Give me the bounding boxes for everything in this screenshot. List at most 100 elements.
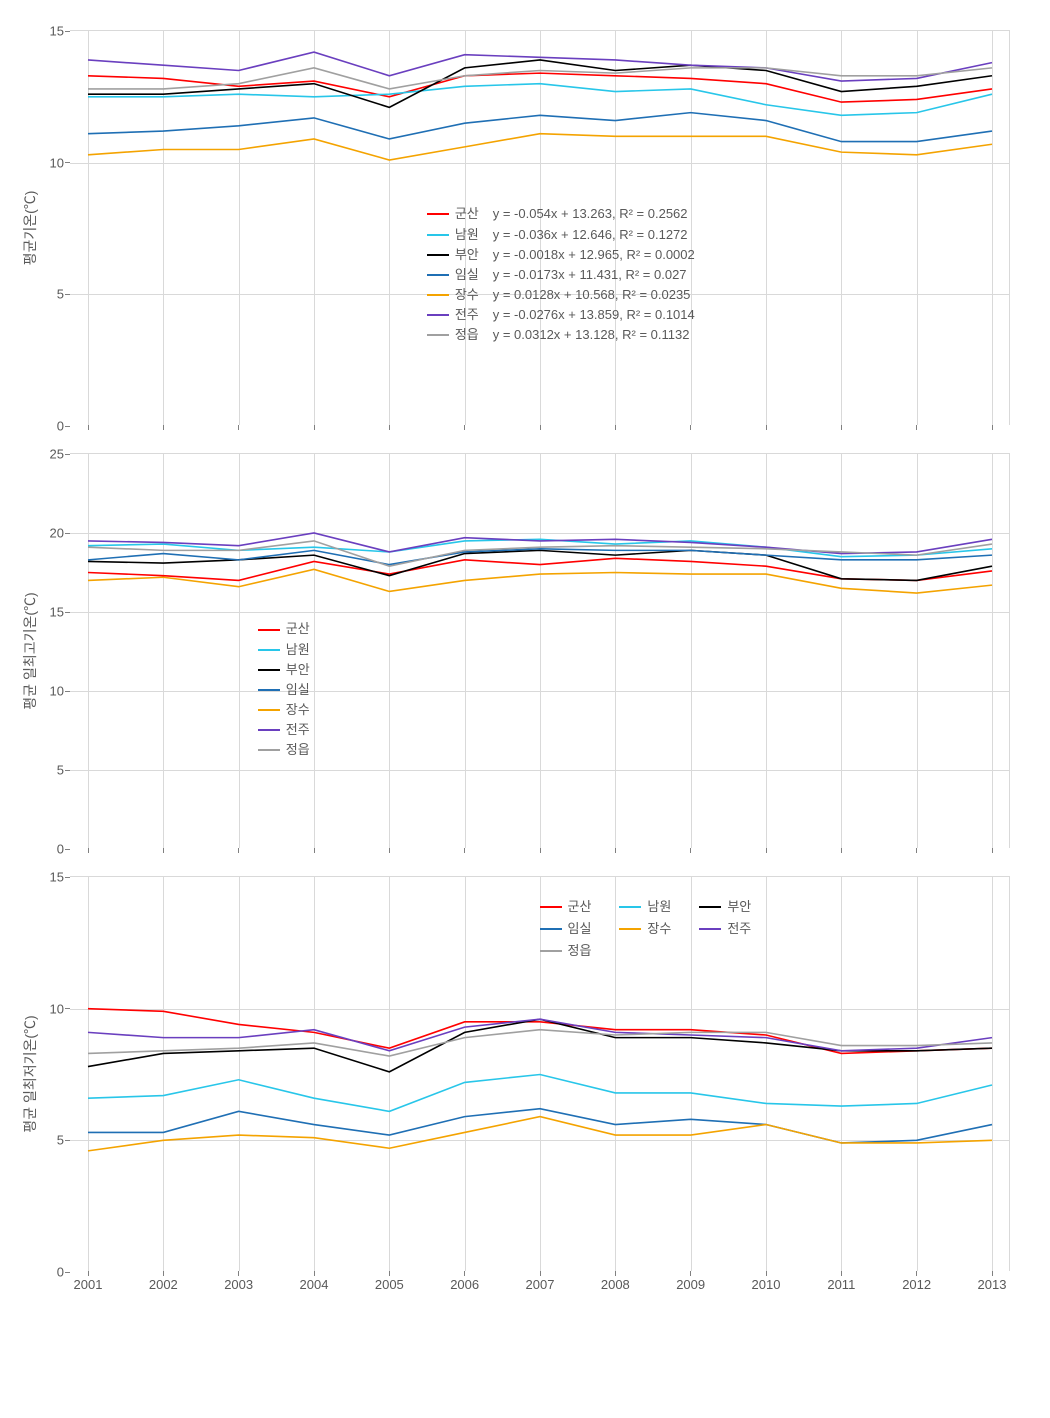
legend-swatch: [619, 906, 641, 908]
legend-label: 장수: [647, 919, 671, 939]
x-tick-label: 2008: [601, 1277, 630, 1292]
y-axis-label: 평균 일최저기온(℃): [20, 1015, 40, 1132]
series-line-jangsu: [88, 569, 992, 593]
legend-label: 남원: [455, 225, 479, 245]
legend-swatch: [258, 629, 280, 631]
y-tick-label: 25: [50, 447, 64, 462]
series-line-gunsan: [88, 1009, 992, 1054]
legend-label: 전주: [286, 720, 310, 740]
legend-item-jeonju: 전주: [699, 919, 751, 939]
legend-item-imsil: 임실: [258, 680, 310, 700]
legend-swatch: [619, 928, 641, 930]
plot-area: 0510152025군산남원부안임실장수전주정읍: [70, 453, 1010, 848]
legend-item-namwon: 남원 y = -0.036x + 12.646, R² = 0.1272: [427, 225, 695, 245]
y-tick-label: 15: [50, 870, 64, 885]
legend-item-jangsu: 장수: [258, 700, 310, 720]
legend-label: 정읍: [455, 325, 479, 345]
legend-swatch: [427, 254, 449, 256]
series-line-jangsu: [88, 134, 992, 160]
legend-swatch: [427, 213, 449, 215]
legend-label: 임실: [286, 680, 310, 700]
legend-item-gunsan: 군산: [540, 897, 592, 917]
series-line-namwon: [88, 1075, 992, 1112]
x-tick-label: 2009: [676, 1277, 705, 1292]
y-tick-label: 10: [50, 1001, 64, 1016]
y-tick-label: 5: [57, 763, 64, 778]
legend-label: 군산: [286, 619, 310, 639]
chart-avg-temp: 평균기온(℃)051015군산y = -0.054x + 13.263, R² …: [70, 30, 1010, 425]
legend-swatch: [258, 749, 280, 751]
legend-label: 남원: [286, 640, 310, 660]
x-tick-label: 2013: [978, 1277, 1007, 1292]
legend-label: 정읍: [286, 740, 310, 760]
plot-area: 051015군산y = -0.054x + 13.263, R² = 0.256…: [70, 30, 1010, 425]
legend-equation: y = -0.0173x + 11.431, R² = 0.027: [493, 265, 687, 285]
y-tick-label: 5: [57, 287, 64, 302]
legend-label: 부안: [727, 897, 751, 917]
y-axis-label: 평균기온(℃): [20, 190, 40, 265]
x-tick-label: 2001: [74, 1277, 103, 1292]
legend-item-gunsan: 군산: [258, 619, 310, 639]
x-tick-label: 2002: [149, 1277, 178, 1292]
series-line-jeongeup: [88, 68, 992, 89]
series-line-imsil: [88, 1109, 992, 1143]
x-tick-label: 2007: [526, 1277, 555, 1292]
legend-swatch: [699, 906, 721, 908]
y-tick-label: 15: [50, 605, 64, 620]
series-line-imsil: [88, 113, 992, 142]
series-line-namwon: [88, 84, 992, 116]
legend-equation: y = 0.0128x + 10.568, R² = 0.0235: [493, 285, 691, 305]
x-tick-label: 2003: [224, 1277, 253, 1292]
y-tick-label: 10: [50, 155, 64, 170]
legend-swatch: [258, 709, 280, 711]
legend: 군산 남원 부안임실 장수 전주정읍: [540, 897, 752, 961]
legend-label: 군산: [568, 897, 592, 917]
legend-swatch: [540, 928, 562, 930]
y-axis-label: 평균 일최고기온(℃): [20, 592, 40, 709]
legend-item-imsil: 임실: [540, 919, 592, 939]
legend-item-buan: 부안y = -0.0018x + 12.965, R² = 0.0002: [427, 245, 695, 265]
legend-swatch: [427, 234, 449, 236]
legend-item-namwon: 남원: [619, 897, 671, 917]
series-line-jeonju: [88, 52, 992, 81]
legend-swatch: [699, 928, 721, 930]
y-tick-label: 5: [57, 1133, 64, 1148]
charts-container: 평균기온(℃)051015군산y = -0.054x + 13.263, R² …: [20, 20, 1030, 1301]
legend-equation: y = -0.0276x + 13.859, R² = 0.1014: [493, 305, 695, 325]
x-tick-label: 2004: [300, 1277, 329, 1292]
legend-item-imsil: 임실y = -0.0173x + 11.431, R² = 0.027: [427, 265, 695, 285]
legend-label: 남원: [647, 897, 671, 917]
legend-item-jeonju: 전주: [258, 720, 310, 740]
x-tick-label: 2011: [827, 1277, 855, 1292]
legend-item-jeongeup: 정읍: [258, 740, 310, 760]
y-tick-label: 15: [50, 24, 64, 39]
legend-swatch: [427, 314, 449, 316]
series-line-jangsu: [88, 1117, 992, 1151]
legend-label: 전주: [727, 919, 751, 939]
legend-item-buan: 부안: [258, 660, 310, 680]
series-line-gunsan: [88, 558, 992, 580]
y-tick-label: 0: [57, 419, 64, 434]
legend-label: 전주: [455, 305, 479, 325]
x-tick-label: 2012: [902, 1277, 931, 1292]
legend-item-jangsu: 장수: [619, 919, 671, 939]
legend-item-namwon: 남원: [258, 640, 310, 660]
legend-item-jeongeup: 정읍 y = 0.0312x + 13.128, R² = 0.1132: [427, 325, 695, 345]
legend-label: 군산: [455, 204, 479, 224]
legend-swatch: [540, 906, 562, 908]
legend-equation: y = 0.0312x + 13.128, R² = 0.1132: [493, 325, 690, 345]
legend-swatch: [540, 950, 562, 952]
legend-label: 임실: [568, 919, 592, 939]
legend-equation: y = -0.036x + 12.646, R² = 0.1272: [493, 225, 688, 245]
plot-area: 0510152001200220032004200520062007200820…: [70, 876, 1010, 1271]
x-tick-label: 2006: [450, 1277, 479, 1292]
x-tick-label: 2010: [752, 1277, 781, 1292]
legend-item-gunsan: 군산y = -0.054x + 13.263, R² = 0.2562: [427, 204, 695, 224]
y-tick-label: 20: [50, 526, 64, 541]
legend-label: 정읍: [568, 941, 592, 961]
legend-equation: y = -0.0018x + 12.965, R² = 0.0002: [493, 245, 695, 265]
legend-swatch: [427, 334, 449, 336]
chart-max-temp: 평균 일최고기온(℃)0510152025군산남원부안임실장수전주정읍: [70, 453, 1010, 848]
series-line-gunsan: [88, 73, 992, 102]
legend-label: 장수: [286, 700, 310, 720]
